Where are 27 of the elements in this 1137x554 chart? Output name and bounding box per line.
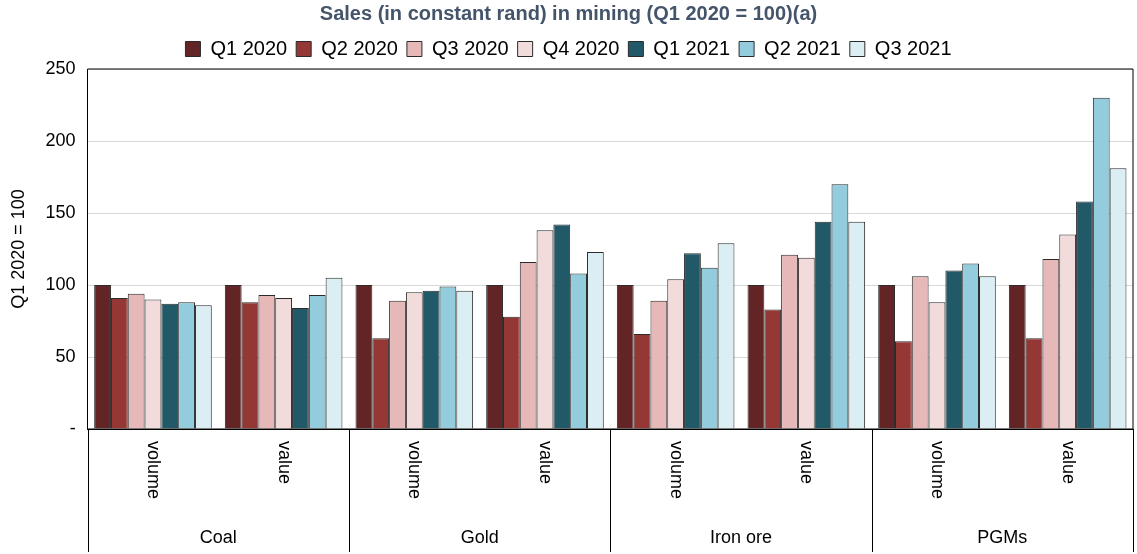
y-tick-label: 250 (45, 57, 76, 78)
legend-label: Q2 2021 (764, 36, 841, 59)
text: Coal (199, 526, 237, 547)
x-tick-label: volume (405, 441, 426, 500)
y-tick-label: 100 (45, 273, 76, 294)
text: PGMs (977, 526, 1028, 547)
chart-title: Sales (in constant rand) in mining (Q1 2020 = 100)(a) (319, 1, 818, 24)
legend-label: Q3 2020 (431, 36, 509, 59)
text: Iron ore (709, 526, 773, 547)
x-tick-label: value (536, 441, 557, 485)
x-tick-label: volume (666, 441, 687, 500)
y-tick-label: 200 (45, 129, 76, 150)
text: Gold (460, 526, 499, 547)
x-tick-label: value (274, 441, 295, 485)
x-tick-label: volume (928, 441, 949, 500)
y-tick-label: - (69, 417, 76, 438)
x-tick-label: volume (144, 441, 164, 500)
legend-label: Q4 2020 (542, 36, 620, 59)
legend-label: Q1 2020 (210, 36, 288, 59)
legend-label: Q1 2021 (653, 36, 731, 59)
x-tick-label: value (1058, 441, 1079, 485)
x-tick-label: value (797, 441, 818, 485)
legend-label: Q3 2021 (874, 36, 952, 59)
legend-label: Q2 2020 (321, 36, 398, 59)
y-tick-label: 50 (55, 345, 76, 366)
y-axis-title: Q1 2020 = 100 (7, 189, 28, 309)
y-tick-label: 150 (45, 201, 76, 222)
